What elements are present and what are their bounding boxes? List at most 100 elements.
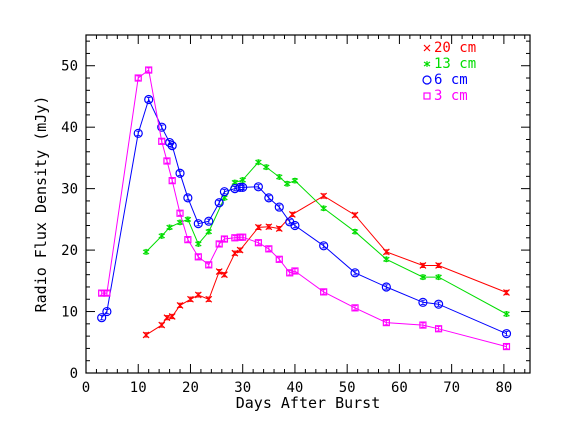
- error-bar: [104, 290, 109, 296]
- error-bar: [136, 75, 141, 81]
- data-point: [134, 74, 142, 82]
- error-bar: [384, 320, 389, 326]
- data-point: [275, 225, 283, 233]
- error-bar: [277, 204, 282, 210]
- data-point: [501, 329, 512, 339]
- legend-marker: [423, 92, 431, 100]
- data-point: [239, 233, 247, 241]
- error-bar: [170, 143, 175, 149]
- y-tick-label: 20: [61, 243, 78, 259]
- error-bar: [292, 268, 297, 274]
- data-point: [176, 301, 184, 309]
- error-bar: [436, 326, 441, 332]
- data-point: [168, 313, 176, 320]
- data-point: [145, 66, 153, 74]
- data-point: [433, 299, 444, 309]
- data-point: [320, 205, 327, 212]
- data-point: [142, 331, 150, 339]
- y-tick-label: 40: [61, 120, 78, 136]
- error-bar: [170, 178, 175, 184]
- data-point: [236, 246, 244, 254]
- data-point: [98, 289, 106, 297]
- error-bar: [384, 284, 389, 290]
- data-point: [290, 220, 300, 231]
- legend-marker: [423, 61, 431, 67]
- error-bar: [321, 243, 326, 249]
- data-point: [291, 267, 299, 275]
- error-bar: [277, 256, 282, 262]
- series-line: [145, 195, 507, 336]
- legend-label: 3 cm: [434, 88, 468, 104]
- error-bar: [185, 195, 190, 201]
- data-point: [176, 209, 184, 217]
- legend-label: 13 cm: [434, 56, 476, 72]
- data-point: [254, 239, 262, 247]
- data-point: [158, 321, 166, 329]
- error-bar: [99, 315, 104, 321]
- data-point: [264, 193, 274, 203]
- data-point: [220, 271, 228, 279]
- data-point: [239, 177, 247, 184]
- data-point: [193, 219, 203, 229]
- y-axis-label: Radio Flux Density (mJy): [32, 96, 50, 313]
- error-bar: [178, 210, 183, 216]
- data-point: [275, 173, 283, 180]
- data-point: [262, 164, 270, 171]
- error-bar: [136, 130, 141, 136]
- data-point: [435, 262, 443, 269]
- error-bar: [104, 308, 109, 315]
- data-point: [320, 288, 328, 296]
- data-point: [291, 177, 299, 184]
- data-point: [184, 236, 192, 244]
- error-bar: [146, 96, 151, 103]
- data-point: [183, 193, 193, 203]
- data-point: [144, 94, 154, 105]
- data-point: [383, 256, 390, 263]
- data-point: [351, 304, 359, 312]
- error-bar: [256, 240, 261, 246]
- series-3-cm: [98, 66, 511, 351]
- error-bar: [196, 254, 201, 260]
- data-point: [163, 314, 171, 322]
- data-point: [194, 253, 202, 261]
- data-point: [103, 289, 111, 297]
- data-point: [235, 182, 245, 193]
- data-point: [382, 248, 390, 256]
- legend-label: 6 cm: [434, 72, 468, 88]
- error-bar: [159, 138, 164, 144]
- error-bar: [420, 322, 425, 328]
- y-tick-label: 50: [61, 59, 78, 75]
- data-point: [231, 249, 239, 257]
- data-point: [167, 141, 177, 151]
- error-bar: [206, 218, 211, 224]
- data-point: [320, 192, 328, 200]
- error-bar: [217, 241, 222, 247]
- x-tick-label: 40: [287, 380, 304, 396]
- series-6-cm: [97, 94, 512, 339]
- data-point: [265, 223, 273, 231]
- data-point: [419, 321, 427, 329]
- data-point: [274, 202, 284, 212]
- data-point: [419, 274, 427, 281]
- plot-area-border: [85, 34, 531, 374]
- data-point: [215, 268, 223, 276]
- series-13-cm: [142, 159, 510, 318]
- data-point: [163, 157, 171, 165]
- x-tick-label: 80: [495, 380, 512, 396]
- legend-label: 20 cm: [434, 40, 476, 56]
- data-point: [319, 241, 329, 251]
- error-bar: [178, 170, 183, 176]
- data-point: [255, 159, 262, 166]
- error-bar: [504, 331, 509, 337]
- data-point: [205, 295, 213, 303]
- data-point: [219, 187, 230, 197]
- data-point: [418, 297, 428, 307]
- error-bar: [420, 299, 425, 305]
- data-point: [102, 306, 112, 317]
- x-axis-label: Days After Burst: [236, 394, 381, 412]
- data-point: [205, 228, 213, 235]
- data-point: [168, 177, 176, 185]
- x-tick-label: 0: [82, 380, 90, 396]
